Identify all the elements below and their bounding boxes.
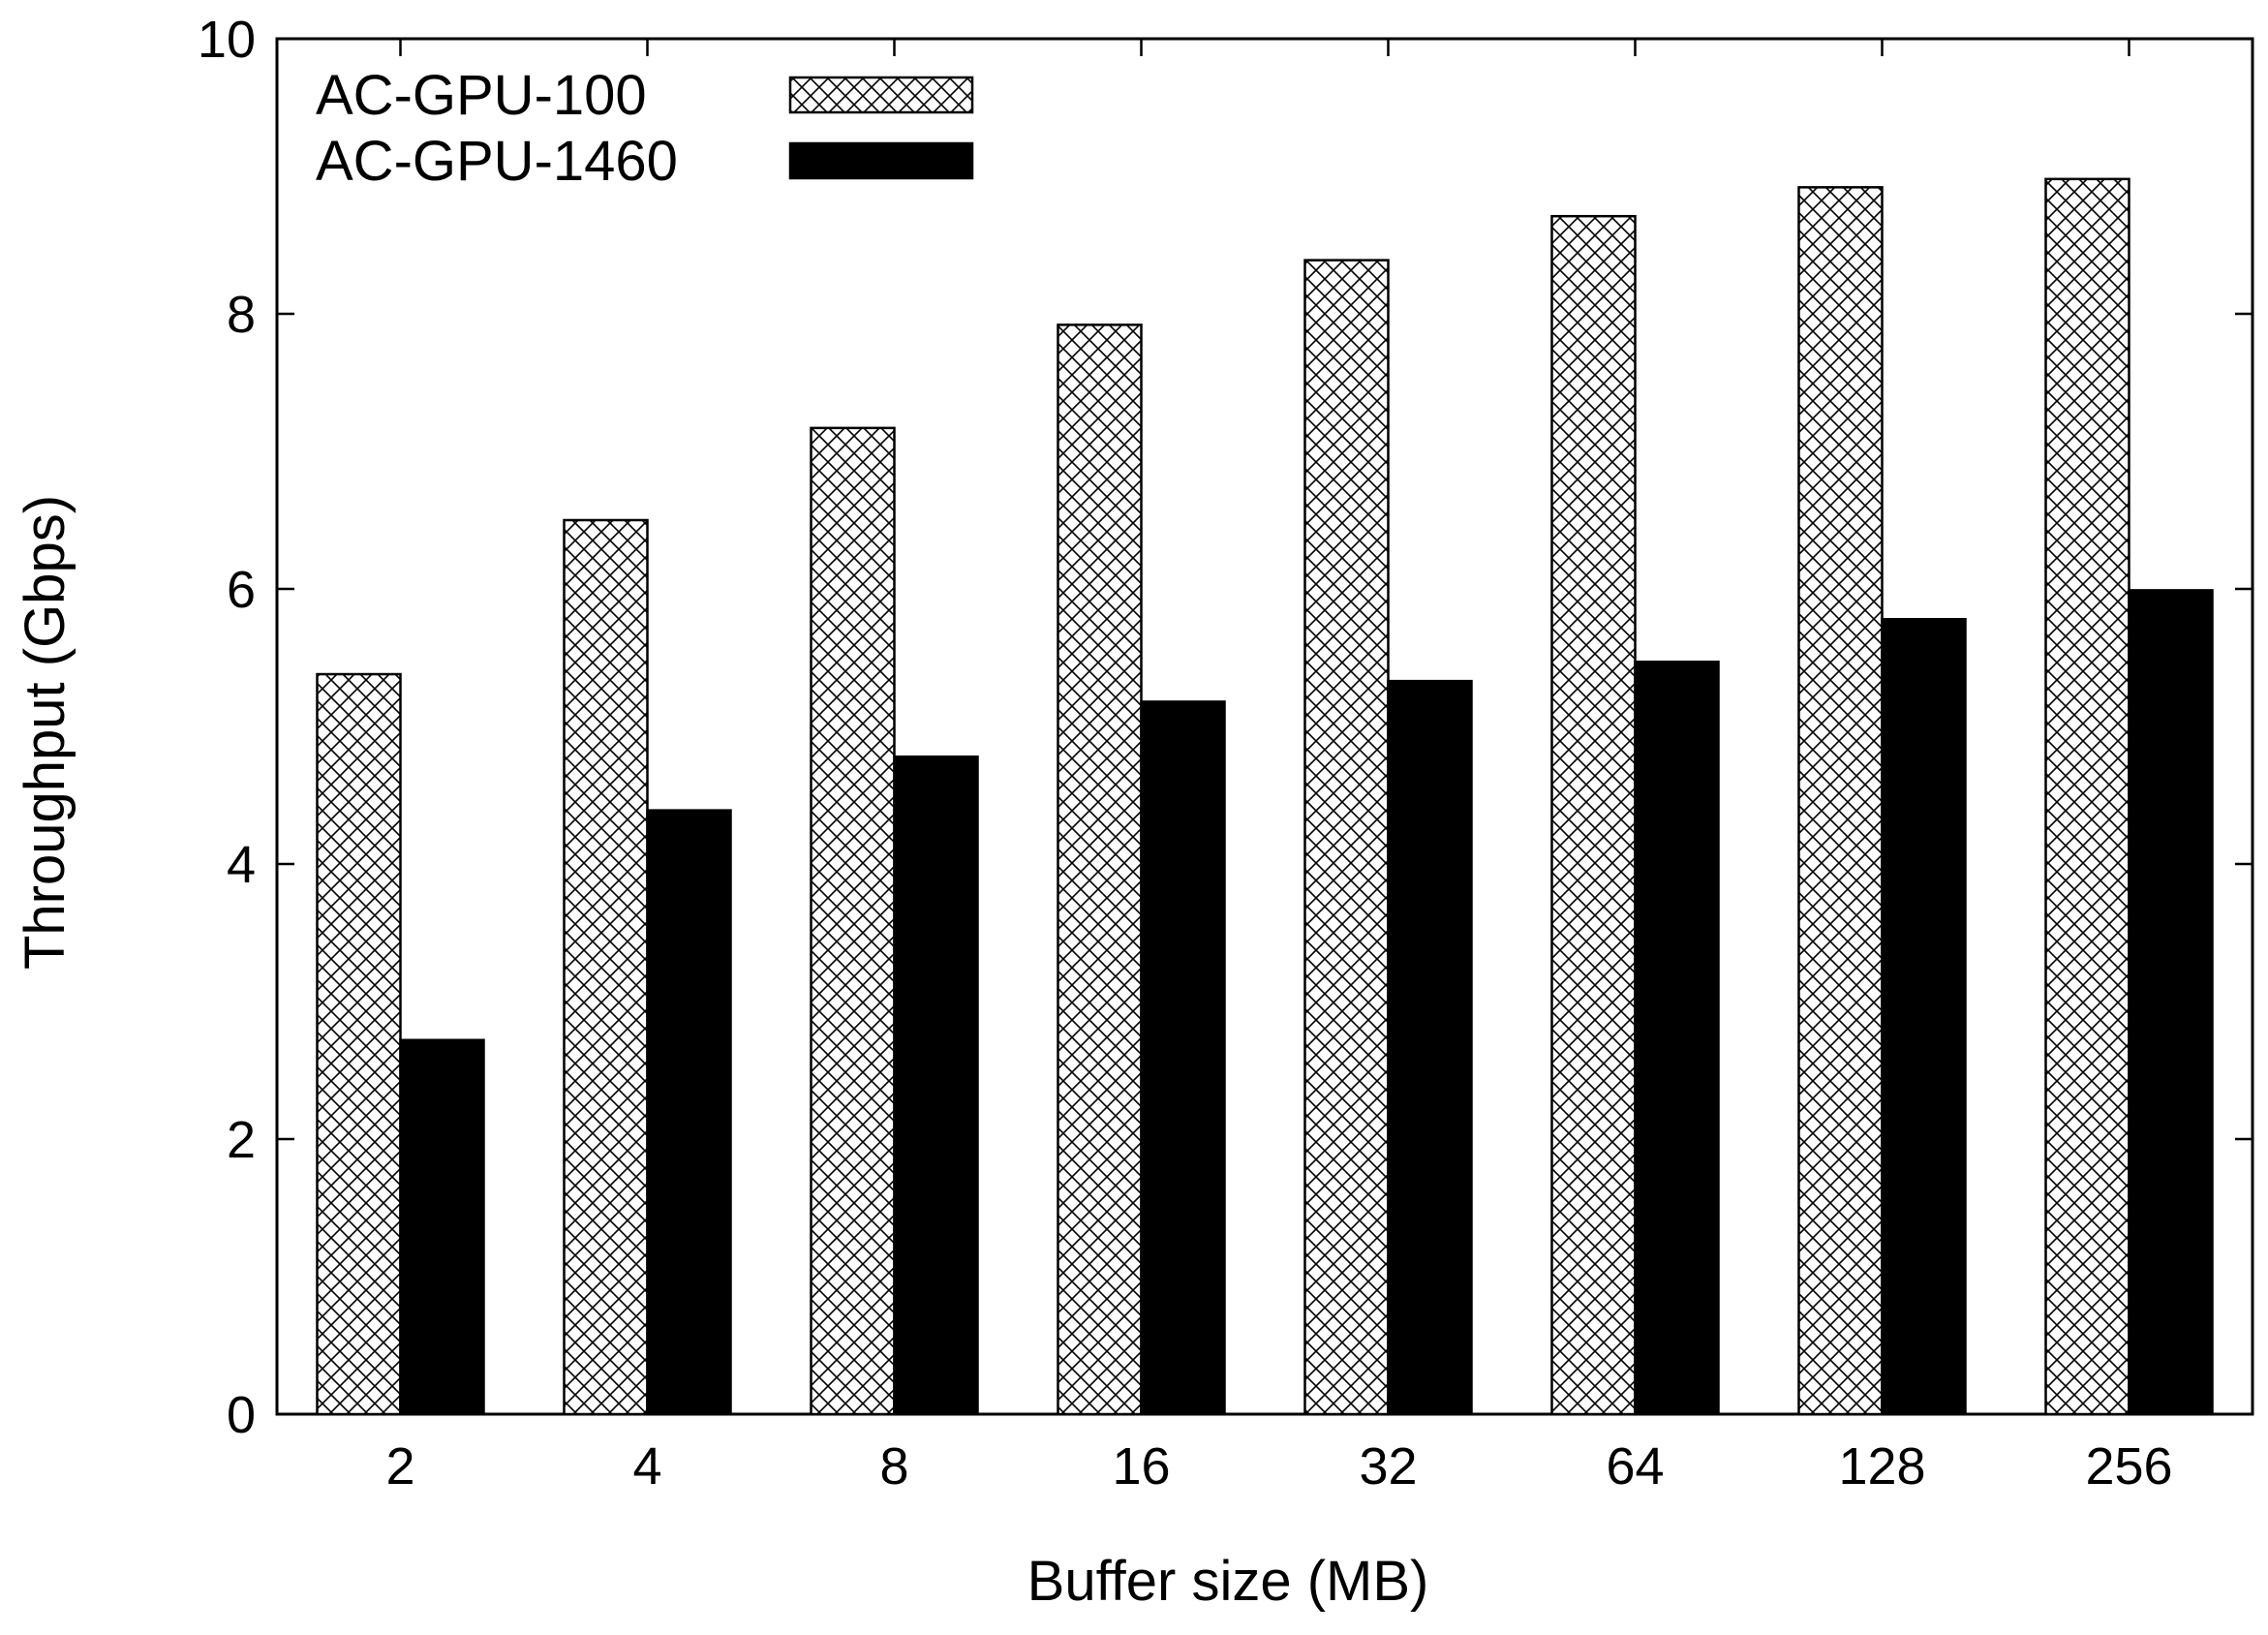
y-axis-ticks: 0 2 4 6 8 10	[198, 11, 2253, 1444]
y-tick-label: 10	[198, 11, 256, 69]
bar-ac-gpu-1460-256	[2128, 589, 2214, 1416]
x-tick-label: 4	[632, 1437, 661, 1496]
x-tick-label: 32	[1359, 1437, 1417, 1496]
bar-ac-gpu-100-128	[1797, 186, 1884, 1416]
bar-ac-gpu-1460-64	[1634, 661, 1720, 1416]
bar-ac-gpu-1460-128	[1881, 617, 1967, 1416]
plot-frame	[275, 37, 2254, 1416]
x-tick-label: 128	[1838, 1437, 1925, 1496]
bar-ac-gpu-100-256	[2044, 177, 2130, 1416]
y-tick-label: 0	[227, 1386, 256, 1444]
bar-ac-gpu-100-2	[316, 672, 402, 1416]
x-axis-ticks: 2 4 8 16 32 64 128 256	[385, 39, 2173, 1496]
bar-ac-gpu-1460-32	[1387, 679, 1473, 1416]
x-tick-label: 16	[1112, 1437, 1170, 1496]
plot-area	[275, 37, 2254, 1416]
bar-ac-gpu-1460-4	[646, 809, 732, 1416]
bar-ac-gpu-100-16	[1057, 324, 1143, 1416]
legend-label: AC-GPU-100	[316, 64, 647, 127]
legend-swatch-ac-gpu-100	[788, 76, 974, 114]
y-tick-label: 2	[227, 1111, 256, 1169]
x-tick-label: 2	[385, 1437, 414, 1496]
bar-ac-gpu-1460-8	[893, 755, 979, 1416]
y-tick-label: 4	[227, 836, 256, 894]
legend-swatch-ac-gpu-1460	[788, 141, 974, 180]
bar-ac-gpu-100-8	[810, 426, 896, 1416]
bar-ac-gpu-100-64	[1550, 214, 1637, 1416]
y-tick-label: 8	[227, 286, 256, 344]
y-tick-label: 6	[227, 561, 256, 619]
x-axis-label: Buffer size (MB)	[1027, 1550, 1429, 1613]
x-tick-label: 256	[2085, 1437, 2172, 1496]
bar-ac-gpu-1460-2	[399, 1038, 485, 1416]
bars	[316, 177, 2214, 1416]
bar-ac-gpu-100-32	[1303, 259, 1390, 1416]
y-axis-label: Throughput (Gbps)	[14, 495, 77, 970]
bar-ac-gpu-100-4	[563, 518, 649, 1416]
x-tick-label: 8	[879, 1437, 908, 1496]
bar-ac-gpu-1460-16	[1140, 700, 1226, 1416]
x-tick-label: 64	[1606, 1437, 1664, 1496]
legend-label: AC-GPU-1460	[316, 130, 678, 193]
